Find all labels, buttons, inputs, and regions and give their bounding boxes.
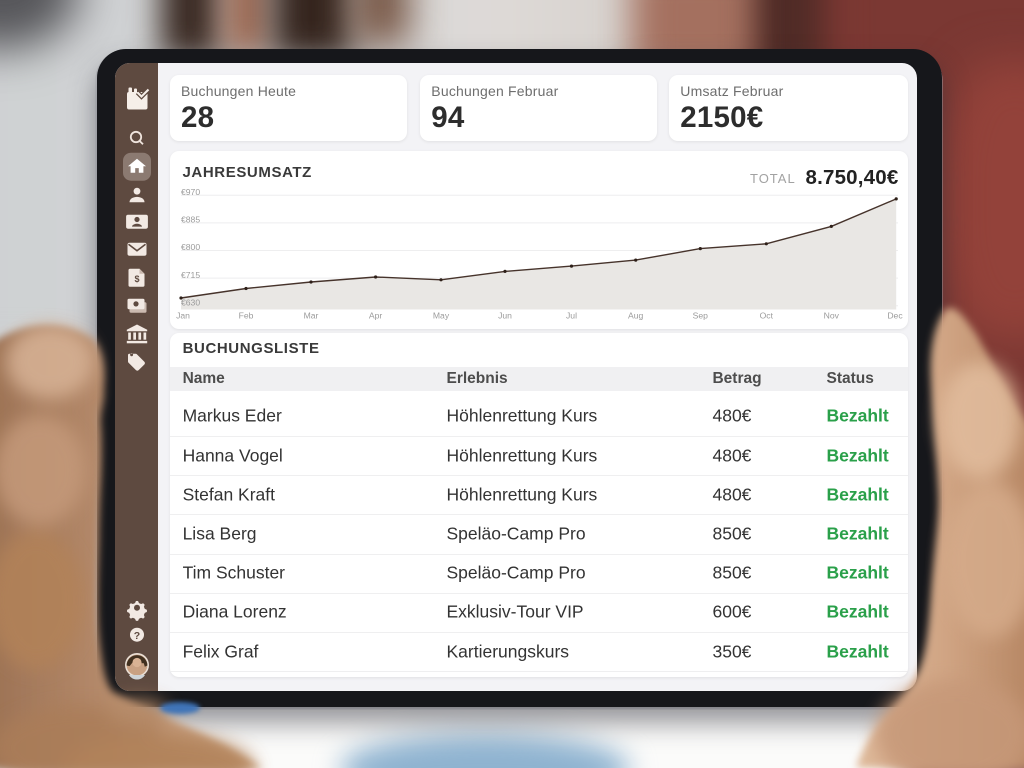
svg-text:Jun: Jun [498,310,512,320]
svg-text:Sep: Sep [693,310,709,320]
svg-text:May: May [433,310,450,320]
svg-text:Mar: Mar [304,310,319,320]
svg-text:Apr: Apr [369,310,383,320]
svg-text:Feb: Feb [239,310,254,320]
svg-text:€800: €800 [181,242,200,252]
svg-text:€630: €630 [181,297,200,307]
svg-text:Dec: Dec [887,310,903,320]
svg-text:€970: €970 [181,187,200,197]
svg-text:Jul: Jul [566,310,577,320]
svg-text:€885: €885 [181,215,200,225]
svg-text:€715: €715 [181,270,200,280]
svg-text:Oct: Oct [760,310,774,320]
svg-text:Nov: Nov [824,310,840,320]
svg-text:Aug: Aug [628,310,644,320]
svg-text:Jan: Jan [176,310,190,320]
